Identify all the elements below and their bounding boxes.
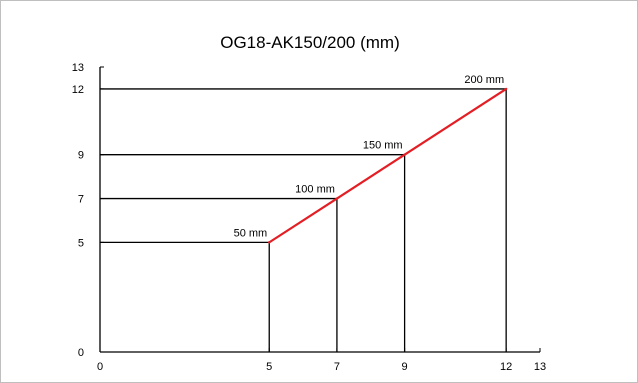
data-point [504,87,508,91]
data-label: 200 mm [464,74,504,86]
data-label: 150 mm [363,140,403,152]
x-tick-label: 13 [534,361,546,373]
data-label: 50 mm [234,227,268,239]
y-tick-label: 9 [78,150,84,162]
data-point [268,241,271,244]
y-tick-label: 12 [72,84,84,96]
guide-lines [100,88,507,352]
data-series [268,87,508,244]
y-tick-label: 0 [78,347,84,359]
x-tick-label: 9 [402,361,408,373]
x-tick-label: 12 [500,361,512,373]
data-label: 100 mm [295,184,335,196]
y-tick-label: 7 [78,194,84,206]
x-tick-label: 5 [266,361,272,373]
x-tick-label: 0 [97,361,103,373]
axes [99,66,541,353]
tick-labels: 0 5 7 9 12 13 0 5 7 9 12 13 [72,62,546,373]
data-point [335,197,339,200]
y-tick-label: 5 [78,237,84,249]
series-line [268,87,507,244]
data-point [403,153,406,156]
y-tick-label: 13 [72,62,84,74]
chart-title: OG18-AK150/200 (mm) [220,33,400,52]
x-tick-label: 7 [334,361,340,373]
data-labels: 50 mm 100 mm 150 mm 200 mm [234,74,505,239]
